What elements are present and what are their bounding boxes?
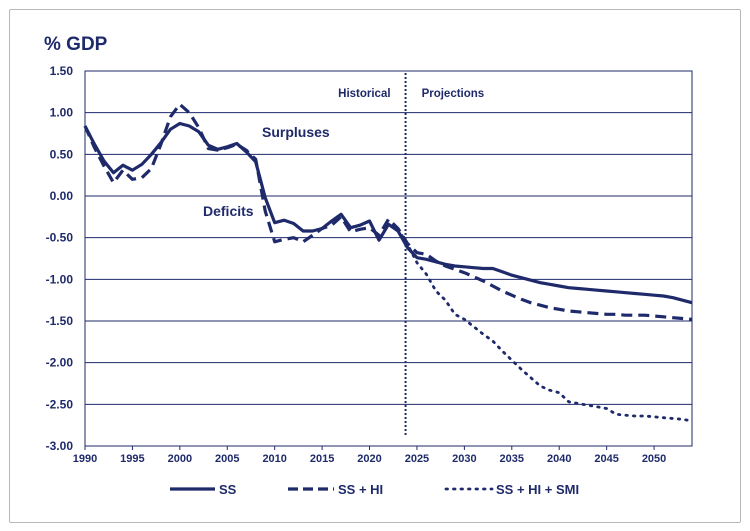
x-tick-label: 2040 [547, 453, 571, 465]
y-tick-label: -2.00 [46, 356, 74, 370]
x-tick-label: 2030 [452, 453, 476, 465]
surpluses-label: Surpluses [262, 124, 330, 140]
x-tick-label: 2005 [215, 453, 239, 465]
series-line-dashed [83, 102, 693, 321]
projections-label: Projections [422, 88, 485, 100]
x-tick-label: 2050 [642, 453, 666, 465]
y-tick-label: 1.50 [50, 64, 74, 78]
x-tick-label: 1990 [73, 453, 97, 465]
y-tick-label: -0.50 [46, 231, 74, 245]
x-tick-labels: 1990 1995 2000 2005 2010 2015 2020 2025 2030 2035… [73, 446, 666, 465]
deficits-label: Deficits [203, 203, 254, 219]
legend: SS SS + HI SS + HI + SMI [170, 482, 579, 497]
legend-label: SS [219, 482, 237, 497]
x-tick-label: 2045 [594, 453, 618, 465]
x-tick-label: 1995 [120, 453, 144, 465]
x-tick-label: 2000 [168, 453, 192, 465]
legend-label: SS + HI [338, 482, 383, 497]
plot-border [84, 70, 693, 447]
x-tick-label: 2025 [405, 453, 429, 465]
x-tick-label: 2010 [262, 453, 286, 465]
y-axis-title: % GDP [44, 34, 108, 55]
y-tick-labels: 1.50 1.00 0.50 0.00 -0.50 -1.00 -1.50 -2.00 -2.5… [46, 64, 74, 453]
historical-label: Historical [338, 88, 390, 100]
legend-label: SS + HI + SMI [496, 482, 579, 497]
y-tick-label: -1.50 [46, 314, 74, 328]
y-tick-label: 0.00 [50, 189, 74, 203]
x-tick-label: 2020 [357, 453, 381, 465]
chart-frame [9, 9, 741, 523]
x-tick-label: 2035 [500, 453, 524, 465]
y-tick-label: 0.50 [50, 147, 74, 161]
grid-lines [85, 70, 692, 447]
series-line-solid [83, 121, 693, 305]
y-tick-label: -3.00 [46, 439, 74, 453]
y-tick-label: -2.50 [46, 397, 74, 411]
x-tick-label: 2015 [310, 453, 334, 465]
series-line-dotted [396, 227, 694, 423]
y-tick-label: -1.00 [46, 272, 74, 286]
series-lines [83, 102, 694, 423]
y-tick-label: 1.00 [50, 106, 74, 120]
